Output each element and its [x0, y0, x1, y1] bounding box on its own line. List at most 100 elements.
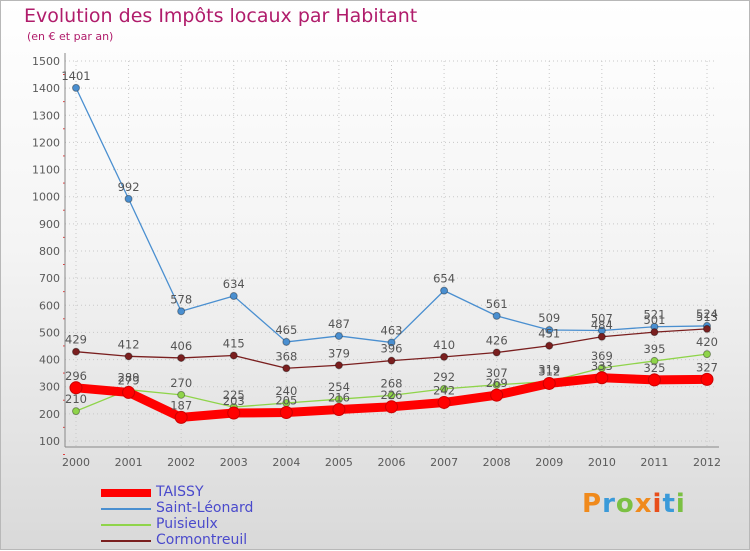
x-tick-label: 2009 [535, 456, 563, 469]
legend-label: TAISSY [156, 484, 204, 500]
data-point-saint-leonard [229, 292, 238, 301]
data-point-saint-leonard [440, 286, 449, 295]
data-label-cormontreuil: 406 [170, 339, 192, 353]
legend: TAISSY Saint-Léonard Puisieulx Cormontreuil [101, 484, 341, 549]
x-tick-label: 2008 [483, 456, 511, 469]
data-label-taissy: 205 [275, 394, 297, 408]
data-label-puisieulx: 369 [591, 349, 613, 363]
proxiti-logo: Proxiti [582, 489, 686, 519]
y-tick-label: 500 [39, 326, 60, 339]
data-label-saint-leonard: 578 [170, 292, 192, 306]
data-label-taissy: 203 [223, 394, 245, 408]
data-point-saint-leonard [492, 311, 501, 320]
legend-item-taissy: TAISSY [101, 484, 341, 501]
data-point-taissy [385, 400, 398, 414]
data-label-taissy: 269 [486, 376, 508, 390]
legend-label: Cormontreuil [156, 532, 248, 548]
data-point-taissy [69, 381, 83, 395]
data-point-puisieulx [177, 390, 186, 399]
legend-item-puisieulx: Puisieulx [101, 516, 341, 533]
data-point-cormontreuil [387, 356, 396, 365]
y-tick-label: 900 [39, 218, 60, 231]
data-point-puisieulx [72, 407, 80, 416]
data-label-cormontreuil: 429 [65, 333, 87, 347]
data-point-saint-leonard [387, 338, 396, 347]
x-tick-label: 2004 [272, 456, 300, 469]
data-point-saint-leonard [282, 337, 291, 346]
y-tick-label: 800 [39, 245, 60, 258]
data-point-cormontreuil [440, 352, 449, 361]
data-label-saint-leonard: 561 [486, 297, 508, 311]
data-label-saint-leonard: 992 [118, 180, 140, 194]
data-label-puisieulx: 225 [223, 388, 245, 402]
data-label-puisieulx: 210 [65, 392, 87, 406]
y-tick-label: 100 [39, 435, 60, 448]
y-tick-label: 600 [39, 299, 60, 312]
data-label-cormontreuil: 501 [643, 313, 665, 327]
data-label-saint-leonard: 634 [223, 277, 245, 291]
data-label-cormontreuil: 368 [275, 349, 297, 363]
legend-swatch [101, 489, 151, 497]
data-label-taissy: 187 [170, 398, 192, 412]
data-label-cormontreuil: 396 [381, 342, 403, 356]
data-point-cormontreuil [334, 361, 343, 370]
legend-swatch [101, 524, 151, 526]
logo-letter: r [602, 489, 616, 519]
data-point-puisieulx [440, 384, 449, 393]
data-point-puisieulx [387, 391, 396, 400]
logo-letter: i [652, 489, 663, 519]
data-label-puisieulx: 319 [538, 363, 560, 377]
legend-label: Puisieulx [156, 516, 218, 532]
data-label-taissy: 279 [118, 373, 140, 387]
x-tick-label: 2000 [62, 456, 90, 469]
data-point-cormontreuil [282, 364, 291, 373]
data-label-cormontreuil: 412 [118, 337, 140, 351]
data-point-saint-leonard [177, 307, 186, 316]
x-tick-label: 2002 [167, 456, 195, 469]
data-label-puisieulx: 420 [696, 335, 718, 349]
data-label-taissy: 226 [381, 388, 403, 402]
data-point-cormontreuil [229, 351, 238, 360]
data-label-saint-leonard: 487 [328, 317, 350, 331]
data-point-cormontreuil [703, 324, 711, 333]
data-label-saint-leonard: 524 [696, 307, 718, 321]
data-label-taissy: 312 [538, 364, 560, 378]
x-tick-label: 2006 [378, 456, 406, 469]
y-tick-label: 200 [39, 408, 60, 421]
y-tick-label: 1100 [32, 164, 60, 177]
y-tick-label: 1200 [32, 136, 60, 149]
data-point-taissy [122, 385, 136, 399]
y-tick-label: 700 [39, 272, 60, 285]
data-label-cormontreuil: 513 [696, 310, 718, 324]
data-label-taissy: 325 [643, 361, 665, 375]
data-label-puisieulx: 289 [118, 371, 140, 385]
data-label-puisieulx: 395 [643, 342, 665, 356]
x-tick-label: 2012 [693, 456, 721, 469]
data-point-puisieulx [703, 350, 711, 359]
data-point-taissy [437, 395, 451, 409]
data-point-taissy [700, 372, 714, 386]
data-label-saint-leonard: 1401 [61, 69, 90, 83]
data-point-taissy [174, 410, 188, 424]
data-label-cormontreuil: 415 [223, 337, 245, 351]
y-tick-label: 300 [39, 381, 60, 394]
data-point-saint-leonard [72, 83, 80, 92]
data-label-taissy: 216 [328, 391, 350, 405]
data-label-saint-leonard: 465 [275, 323, 297, 337]
legend-item-saint-leonard: Saint-Léonard [101, 500, 341, 517]
legend-item-cormontreuil: Cormontreuil [101, 532, 341, 549]
x-tick-label: 2001 [115, 456, 143, 469]
y-tick-label: 1500 [32, 55, 60, 68]
data-label-puisieulx: 307 [486, 366, 508, 380]
data-label-puisieulx: 270 [170, 376, 192, 390]
data-label-cormontreuil: 484 [591, 318, 613, 332]
data-label-puisieulx: 292 [433, 370, 455, 384]
y-tick-label: 1000 [32, 191, 60, 204]
y-tick-label: 1300 [32, 109, 60, 122]
data-label-taissy: 242 [433, 383, 455, 397]
data-label-saint-leonard: 654 [433, 272, 455, 286]
data-point-cormontreuil [597, 332, 606, 341]
data-label-taissy: 333 [591, 359, 613, 373]
x-tick-label: 2010 [588, 456, 616, 469]
